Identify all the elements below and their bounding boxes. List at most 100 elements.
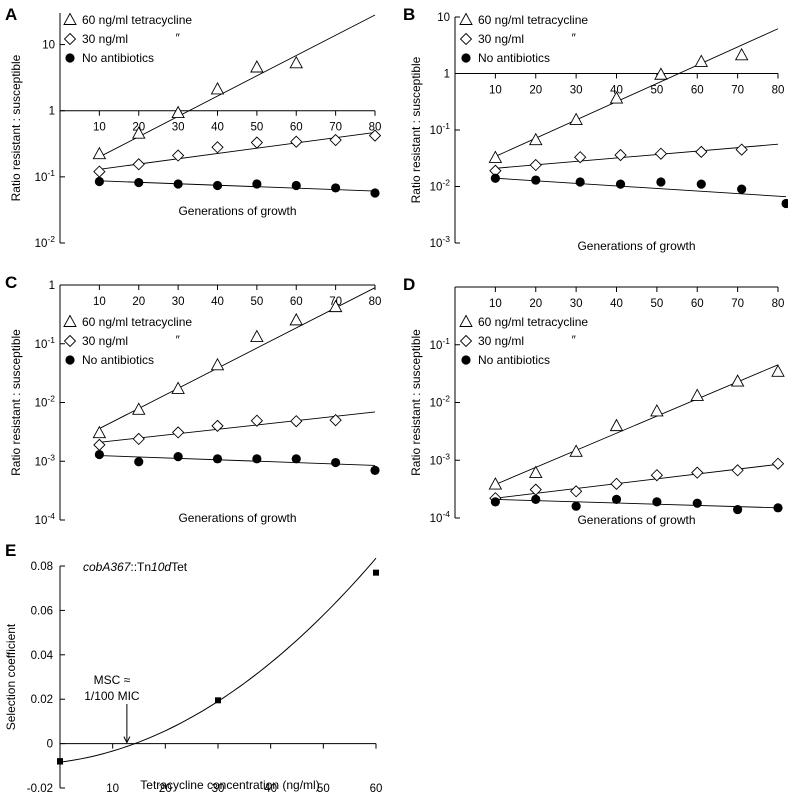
legend-marker-diamond [63,32,77,46]
data-point-circle [773,503,783,513]
y-axis-label: Ratio resistant : susceptible [409,56,423,203]
data-point-diamond [132,432,145,446]
x-tick-label: 50 [650,85,663,97]
legend-ditto: ″ [571,31,576,45]
data-point-diamond [211,419,224,433]
y-tick-label: -0.02 [27,783,53,795]
data-point-triangle [734,47,749,61]
y-tick-label: 10-1 [35,168,56,184]
data-point-diamond [171,426,185,439]
data-point-triangle [289,55,304,69]
x-tick-label: 20 [159,783,172,795]
data-point-circle [615,179,626,189]
legend-marker-triangle [459,12,473,25]
panel-B: B 10 1 10-1 10-2 10-3 10 20 30 40 50 60 70 80 Generati… [403,5,788,253]
data-point-circle [692,498,702,508]
x-tick-label: 30 [570,298,583,310]
data-point-triangle [210,357,225,371]
y-tick-label: 10-1 [430,121,451,137]
x-tick-label: 80 [772,85,785,97]
panel-A: A10110-110-21020304050607080Generations … [5,5,381,250]
data-point-circle [575,177,585,187]
panel-label: B [403,5,415,24]
x-tick-label: 70 [731,85,744,97]
y-tick-label: 0 [47,739,53,751]
x-tick-label: 50 [650,298,663,310]
x-tick-label: 40 [211,122,224,134]
legend-label: 30 ng/ml [478,334,524,348]
data-point-triangle [289,312,304,326]
y-tick-label: 0.02 [31,694,53,706]
fit-line [99,14,376,158]
x-tick-label: 60 [691,85,704,97]
data-point-diamond [290,415,303,428]
fit-line [495,364,779,485]
data-point-diamond [93,438,106,452]
data-point-circle [370,188,380,198]
x-tick-label: 70 [329,122,342,134]
fit-line [99,131,376,170]
data-point-triangle [488,477,503,490]
x-tick-label: 20 [529,298,542,310]
y-tick-label: 10-4 [430,509,451,525]
data-point-triangle [171,381,185,394]
x-tick-label: 70 [731,298,744,310]
y-tick-label: 0.06 [31,605,53,617]
y-tick-label: 1 [49,280,55,292]
data-point-circle [134,457,144,467]
legend-ditto: ″ [175,333,180,347]
y-tick-label: 1 [49,106,55,118]
data-point-circle [331,183,341,193]
legend-marker-triangle [63,12,77,25]
data-point-triangle [569,112,583,126]
data-point-circle [291,180,301,191]
legend-label: 30 ng/ml [82,32,128,46]
panel-label: A [5,5,17,24]
data-point-circle [490,497,500,507]
x-axis-label: Generations of growth [178,204,296,218]
fit-line [495,498,779,509]
panel-label: E [5,541,16,560]
data-point-diamond [771,457,785,470]
y-tick-label: 10 [437,12,450,24]
data-point-triangle [488,150,503,163]
data-point-triangle [569,444,583,457]
data-point-triangle [131,402,146,415]
data-point-triangle [92,146,107,160]
legend-label: No antibiotics [82,51,154,65]
data-point-circle [94,449,104,460]
x-tick-label: 80 [369,296,382,308]
legend-ditto: ″ [571,333,576,347]
legend-marker-circle [461,53,471,63]
y-tick-label: 10-2 [430,394,451,410]
data-point-square [373,569,379,576]
legend-marker-diamond [459,334,473,348]
legend-marker-triangle [459,314,473,327]
legend-marker-circle [461,355,471,365]
x-tick-label: 50 [250,296,263,308]
data-point-circle [134,177,144,188]
fit-line [495,143,779,169]
data-point-diamond [614,148,627,162]
data-point-circle [370,465,380,475]
data-point-diamond [731,464,744,477]
x-axis-label: Generations of growth [577,239,695,253]
data-point-triangle [210,81,225,95]
x-tick-label: 30 [172,122,185,134]
fit-line [495,177,787,198]
legend-label: 60 ng/ml tetracycline [82,315,192,329]
data-point-circle [652,497,662,507]
data-point-circle [252,179,262,189]
data-point-circle [737,184,747,194]
data-point-triangle [650,404,664,417]
data-point-triangle [250,329,264,343]
x-axis-label: Generations of growth [577,513,695,527]
data-point-diamond [132,158,145,171]
y-tick-label: 10-2 [430,178,451,194]
panel-label: C [5,273,17,292]
x-tick-label: 10 [489,85,502,97]
x-tick-label: 30 [570,85,583,97]
y-tick-label: 10-3 [35,452,56,468]
y-tick-label: 0.08 [31,561,53,573]
